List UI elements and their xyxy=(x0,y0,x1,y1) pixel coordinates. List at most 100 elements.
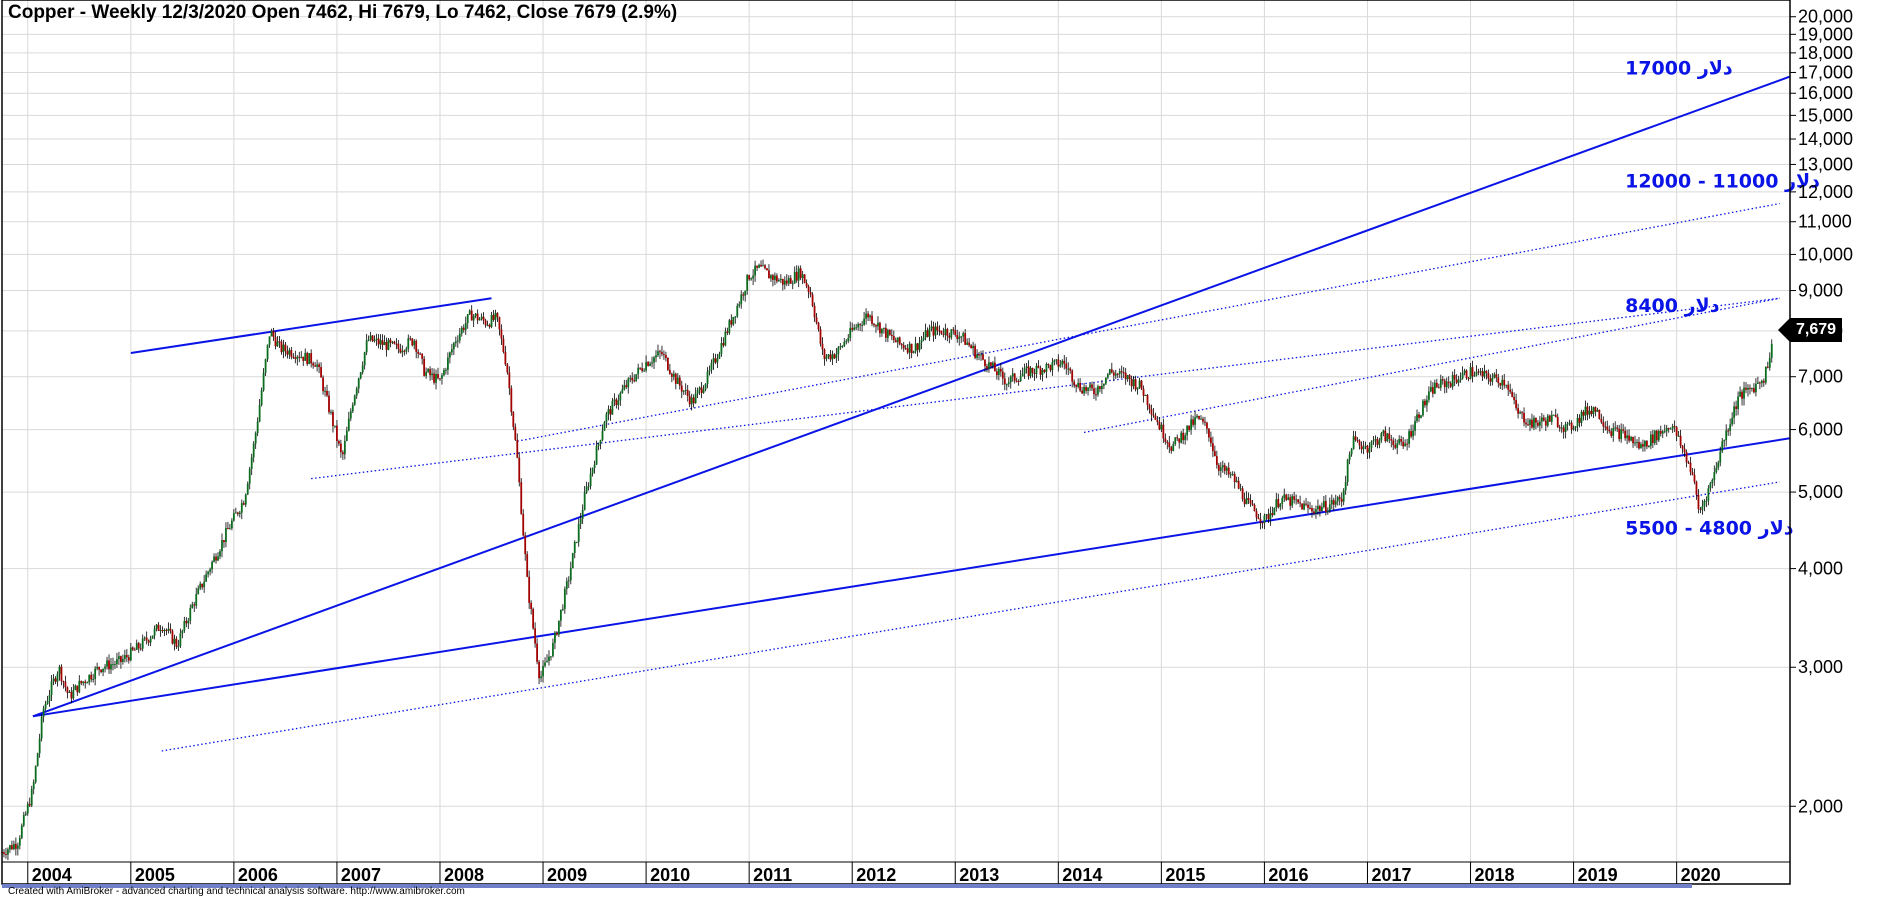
candle-body xyxy=(1376,439,1379,445)
candle-body xyxy=(1562,427,1565,432)
candle-body xyxy=(992,362,994,366)
candle-body xyxy=(902,345,905,349)
candle-body xyxy=(617,400,620,405)
candle-body xyxy=(1461,373,1464,379)
candle-body xyxy=(20,825,23,839)
candle-body xyxy=(1328,504,1331,511)
candle-body xyxy=(922,337,925,340)
y-tick-label: 2,000 xyxy=(1798,796,1843,816)
candle-body xyxy=(1152,414,1155,416)
candle-body xyxy=(1146,395,1149,406)
candle-body xyxy=(1003,378,1006,385)
candle-body xyxy=(720,343,723,354)
candle-body xyxy=(930,326,933,329)
candle-body xyxy=(468,310,471,315)
candle-body xyxy=(1247,497,1250,500)
candle-body xyxy=(1317,506,1319,510)
candle-body xyxy=(1640,444,1642,449)
candle-body xyxy=(1303,503,1305,510)
candle-body xyxy=(575,541,578,543)
candle-body xyxy=(1299,502,1301,504)
candle-body xyxy=(312,363,315,366)
candle-body xyxy=(1519,412,1521,414)
candle-body xyxy=(328,395,330,413)
candle-body xyxy=(1467,378,1470,380)
candle-body xyxy=(1346,459,1349,483)
candle-body xyxy=(524,535,527,555)
candle-body xyxy=(60,666,63,682)
candle-body xyxy=(96,667,99,669)
candle-body xyxy=(250,457,253,469)
candle-body xyxy=(1576,417,1579,427)
candle-body xyxy=(306,352,309,365)
candle-body xyxy=(734,316,737,318)
candle-body xyxy=(464,323,467,330)
candle-body xyxy=(1741,391,1743,399)
candle-body xyxy=(1711,479,1714,484)
candle-body xyxy=(1021,373,1024,377)
candle-body xyxy=(1237,480,1240,489)
candle-body xyxy=(508,372,511,389)
candle-body xyxy=(419,353,422,355)
candle-body xyxy=(1350,449,1353,455)
candle-body xyxy=(1499,383,1502,386)
candle-body xyxy=(125,655,128,658)
candle-body xyxy=(1584,406,1587,416)
candle-body xyxy=(379,340,382,345)
candle-body xyxy=(1590,410,1593,415)
x-tick-label: 2014 xyxy=(1062,865,1102,885)
candle-body xyxy=(1168,442,1171,448)
x-tick-label: 2020 xyxy=(1681,865,1721,885)
candle-body xyxy=(1525,422,1527,425)
candle-body xyxy=(1550,414,1553,422)
candle-body xyxy=(452,343,455,350)
candle-body xyxy=(946,329,949,336)
candle-body xyxy=(1374,439,1377,441)
candle-body xyxy=(439,378,441,380)
candle-body xyxy=(883,327,885,329)
candle-body xyxy=(165,629,168,631)
candle-body xyxy=(163,629,166,632)
candle-body xyxy=(1493,374,1496,378)
candle-body xyxy=(825,356,828,359)
candle-body xyxy=(557,620,560,635)
candle-body xyxy=(365,340,368,353)
candle-body xyxy=(663,354,665,356)
candle-body xyxy=(1019,376,1022,382)
candle-body xyxy=(7,849,9,855)
candle-body xyxy=(1085,387,1087,391)
candle-body xyxy=(1715,467,1718,473)
last-price-badge: 7,679 xyxy=(1777,318,1843,342)
candle-body xyxy=(460,327,463,334)
candle-body xyxy=(859,324,862,326)
candle-body xyxy=(252,443,255,458)
candle-body xyxy=(793,271,796,284)
candle-body xyxy=(482,316,485,321)
candle-body xyxy=(1620,429,1623,440)
candle-body xyxy=(1219,467,1222,471)
candle-body xyxy=(185,620,188,624)
candle-body xyxy=(282,344,285,353)
chart-grid xyxy=(2,0,1790,862)
candle-body xyxy=(1101,385,1103,390)
candle-body xyxy=(718,353,721,359)
candle-body xyxy=(1271,513,1274,516)
candle-body xyxy=(1400,439,1403,442)
candle-body xyxy=(678,377,681,386)
candle-body xyxy=(738,304,741,306)
candle-body xyxy=(98,667,101,670)
candle-body xyxy=(488,324,491,327)
candle-body xyxy=(1326,510,1329,513)
candle-body xyxy=(690,397,693,405)
candle-body xyxy=(1416,414,1418,422)
candle-body xyxy=(680,385,683,392)
candle-body xyxy=(1140,380,1143,389)
candle-body xyxy=(262,372,265,391)
bottom-scrollbar[interactable] xyxy=(2,884,1692,888)
candle-body xyxy=(1134,379,1137,390)
candle-body xyxy=(1380,433,1383,441)
candle-body xyxy=(1184,435,1187,441)
candle-body xyxy=(1760,380,1763,384)
candle-body xyxy=(783,280,786,285)
candle-body xyxy=(884,327,887,338)
